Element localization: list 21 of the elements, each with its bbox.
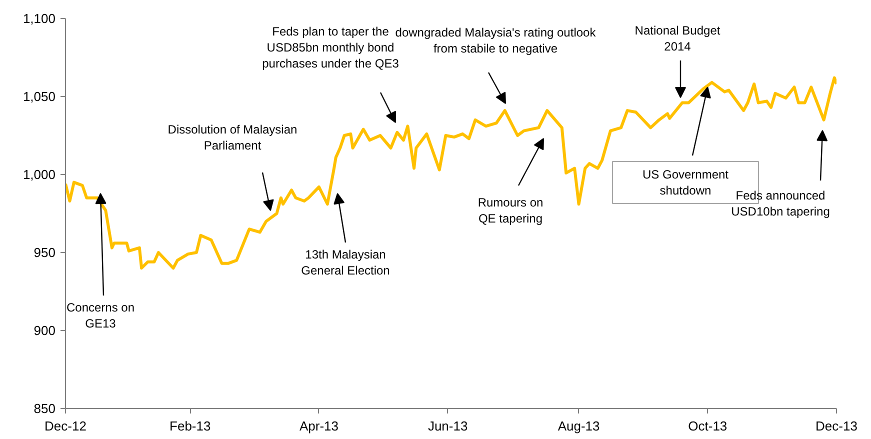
x-tick-label: Dec-12 <box>44 418 86 434</box>
y-tick-label: 950 <box>34 245 56 260</box>
annotation: downgraded Malaysia's rating outlook from stabile to negative <box>395 25 597 56</box>
y-tick-label: 1,100 <box>22 11 56 26</box>
annotation: Dissolution of Malaysian Parliament <box>168 122 298 153</box>
annotation: Rumours on QE tapering <box>478 195 544 226</box>
y-tick-label: 900 <box>34 323 56 338</box>
annotation: Concerns on GE13 <box>66 300 135 331</box>
y-tick-label: 1,050 <box>22 89 56 104</box>
x-tick-label: Apr-13 <box>299 418 338 434</box>
x-tick-label: Aug-13 <box>558 418 600 434</box>
x-tick-label: Oct-13 <box>688 418 728 434</box>
annotation: Feds announced USD10bn tapering <box>731 188 830 219</box>
x-tick-label: Feb-13 <box>170 418 211 434</box>
y-tick-label: 1,000 <box>22 167 56 182</box>
y-tick-label: 850 <box>34 401 56 416</box>
annotation: US Government shutdown <box>642 167 730 198</box>
x-tick-label: Dec-13 <box>816 418 858 434</box>
annotation: National Budget 2014 <box>634 23 721 54</box>
x-tick-label: Jun-13 <box>428 418 468 434</box>
annotation: 13th Malaysian General Election <box>301 247 390 278</box>
